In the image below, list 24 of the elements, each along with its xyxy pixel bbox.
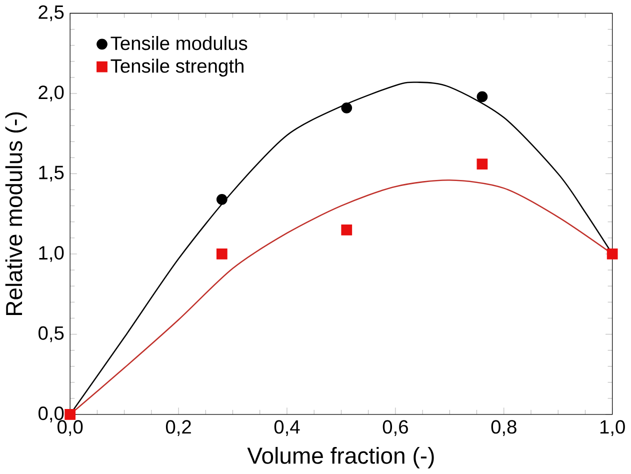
- x-tick-label: 0,2: [166, 420, 191, 436]
- point: [341, 224, 352, 236]
- point: [606, 248, 618, 260]
- x-tick-label: 0,4: [274, 420, 300, 436]
- y-axis-title: Relative modulus (-): [5, 112, 27, 316]
- x-axis-title: Volume fraction (-): [247, 447, 434, 469]
- y-tick-label: 0,0: [38, 406, 64, 423]
- x-tick-label: 1,0: [600, 420, 625, 436]
- legend-label: Tensile modulus: [110, 36, 248, 50]
- point: [64, 409, 76, 420]
- point: [341, 102, 352, 114]
- x-tick-label: 0,6: [382, 420, 408, 436]
- x-tick-label: 0,8: [491, 420, 516, 436]
- point: [476, 158, 488, 170]
- point: [476, 91, 488, 102]
- legend-label: Tensile strength: [110, 58, 244, 77]
- y-tick-label: 0,5: [38, 326, 64, 342]
- x-tick-label: 0,0: [58, 420, 83, 436]
- y-tick-label: 2,5: [38, 5, 64, 22]
- y-tick-label: 1,5: [39, 166, 64, 182]
- y-tick-label: 1,0: [39, 246, 64, 262]
- point: [216, 194, 228, 205]
- y-tick-label: 2,0: [38, 86, 64, 102]
- point: [216, 248, 228, 260]
